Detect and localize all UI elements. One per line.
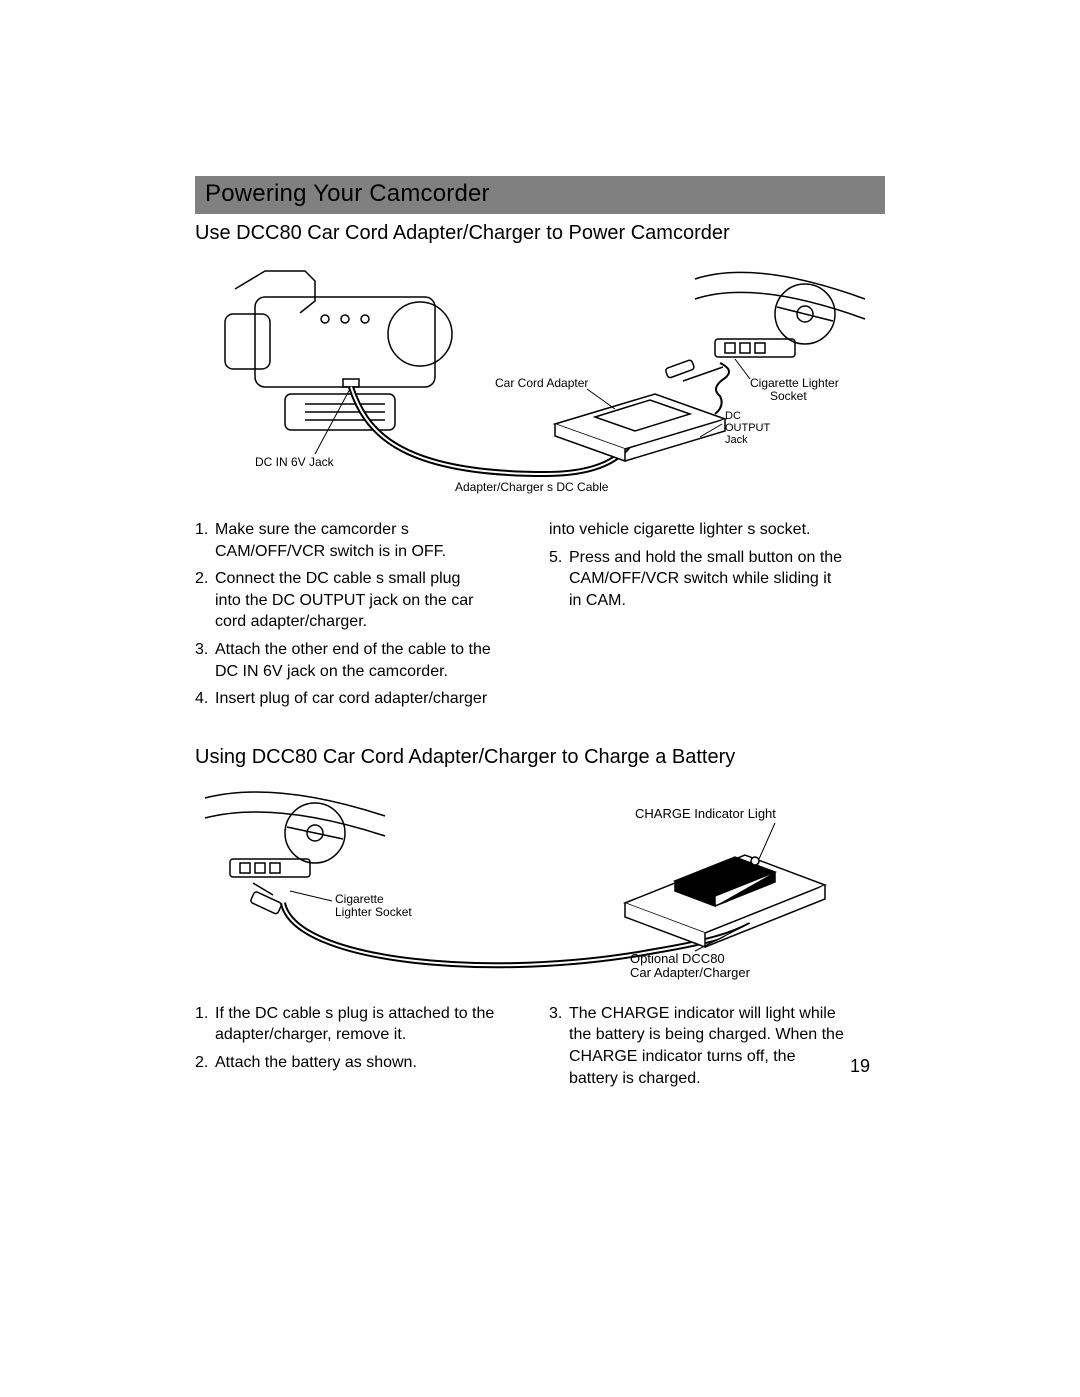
section2-subtitle: Using DCC80 Car Cord Adapter/Charger to …: [195, 746, 885, 769]
label-dc-in-6v: DC IN 6V Jack: [255, 455, 335, 469]
section1-steps: 1. Make sure the camcorder s CAM/OFF/VCR…: [195, 519, 885, 716]
section-header: Powering Your Camcorder: [195, 176, 885, 214]
diagram-power-camcorder: DC IN 6V Jack Adapter/Charger s DC Cable…: [195, 259, 885, 509]
section1-subtitle: Use DCC80 Car Cord Adapter/Charger to Po…: [195, 222, 885, 245]
manual-page: Powering Your Camcorder Use DCC80 Car Co…: [0, 0, 1080, 1397]
step-2: 2. Connect the DC cable s small plug int…: [195, 568, 531, 633]
label-car-cord-adapter: Car Cord Adapter: [495, 376, 588, 390]
label-optional-l1: Optional DCC80: [630, 951, 725, 966]
step-4-cont: into vehicle cigarette lighter s socket.: [549, 519, 885, 541]
step-4: 4. Insert plug of car cord adapter/charg…: [195, 688, 531, 710]
label-cigarette-l2: Lighter Socket: [335, 905, 412, 919]
label-adapter-dc-cable: Adapter/Charger s DC Cable: [455, 480, 609, 494]
section1-steps-right: into vehicle cigarette lighter s socket.…: [549, 519, 885, 716]
label-cig-lighter-l2: Socket: [770, 389, 807, 403]
label-dc-output-l1: DC: [725, 410, 741, 422]
page-number: 19: [850, 1056, 870, 1077]
label-cig-lighter-l1: Cigarette Lighter: [750, 376, 839, 390]
s2-step-1: 1. If the DC cable s plug is attached to…: [195, 1003, 531, 1046]
label-dc-output-l3: Jack: [725, 434, 748, 446]
diagram-charge-battery: Cigarette Lighter Socket CHARGE Indicato…: [195, 783, 885, 993]
section2-steps: 1. If the DC cable s plug is attached to…: [195, 1003, 885, 1095]
step-5: 5. Press and hold the small button on th…: [549, 547, 885, 612]
section2-steps-left: 1. If the DC cable s plug is attached to…: [195, 1003, 531, 1095]
content-area: Powering Your Camcorder Use DCC80 Car Co…: [195, 176, 885, 1095]
s2-step-2: 2. Attach the battery as shown.: [195, 1052, 531, 1074]
section1-steps-left: 1. Make sure the camcorder s CAM/OFF/VCR…: [195, 519, 531, 716]
label-optional-l2: Car Adapter/Charger: [630, 965, 751, 980]
section2-steps-right: 3. The CHARGE indicator will light while…: [549, 1003, 885, 1095]
step-3: 3. Attach the other end of the cable to …: [195, 639, 531, 682]
label-charge-indicator: CHARGE Indicator Light: [635, 806, 776, 821]
s2-step-3: 3. The CHARGE indicator will light while…: [549, 1003, 885, 1089]
label-dc-output-l2: OUTPUT: [725, 422, 771, 434]
label-cigarette-l1: Cigarette: [335, 892, 384, 906]
step-1: 1. Make sure the camcorder s CAM/OFF/VCR…: [195, 519, 531, 562]
